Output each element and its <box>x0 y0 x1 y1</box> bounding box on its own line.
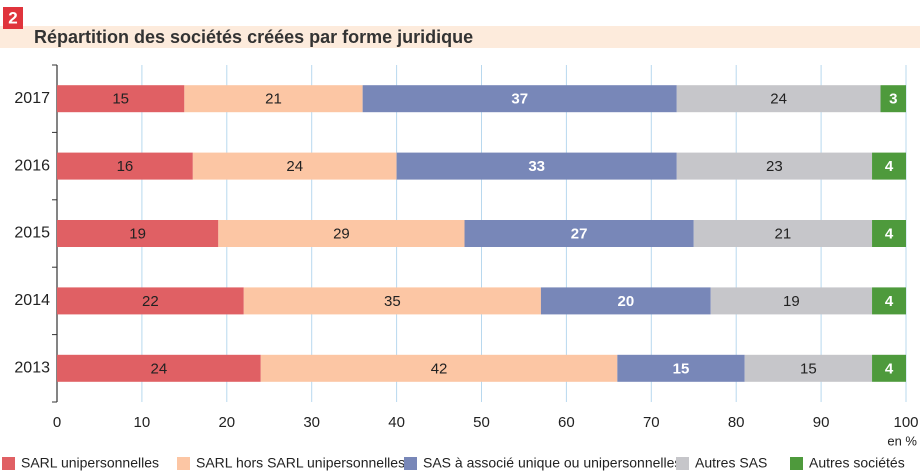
data-label: 42 <box>431 360 448 377</box>
y-tick-label: 2016 <box>14 157 50 174</box>
bar-segment <box>192 152 397 180</box>
data-label: 27 <box>571 225 588 242</box>
x-tick-label: 10 <box>134 414 151 431</box>
data-label: 15 <box>800 360 817 377</box>
bar-segment <box>260 354 618 382</box>
x-tick-label: 60 <box>558 414 575 431</box>
bar-segment <box>872 287 906 315</box>
bar-segment <box>693 220 873 247</box>
data-label: 3 <box>889 91 897 108</box>
legend-label: SARL hors SARL unipersonnelles <box>196 455 405 471</box>
bar-segment <box>396 152 677 180</box>
bar-segment <box>243 287 541 315</box>
bar-segment <box>57 152 193 180</box>
x-tick-label: 0 <box>53 414 61 431</box>
data-label: 29 <box>333 225 350 242</box>
x-tick-label: 80 <box>728 414 745 431</box>
data-label: 4 <box>885 360 894 377</box>
x-tick-label: 70 <box>643 414 660 431</box>
data-label: 35 <box>384 293 401 310</box>
bar-segment <box>617 354 745 382</box>
data-label: 22 <box>142 293 159 310</box>
data-label: 21 <box>775 225 792 242</box>
bar-segment <box>57 220 219 247</box>
legend-label: Autres sociétés <box>809 455 905 471</box>
x-tick-label: 40 <box>388 414 405 431</box>
data-label: 21 <box>265 91 282 108</box>
legend-label: SAS à associé unique ou unipersonnelles <box>423 455 681 471</box>
bar-segment <box>872 152 906 180</box>
legend-swatch <box>404 457 417 470</box>
bar-segment <box>218 220 465 247</box>
bar-segment <box>464 220 694 247</box>
badge-box <box>3 7 23 29</box>
bar-segment <box>880 85 906 113</box>
data-label: 20 <box>617 293 634 310</box>
legend-swatch <box>2 457 15 470</box>
legend-label: SARL unipersonnelles <box>21 455 159 471</box>
data-label: 4 <box>885 293 894 310</box>
x-tick-label: 50 <box>473 414 490 431</box>
bar-segment <box>362 85 677 113</box>
x-tick-label: 30 <box>303 414 320 431</box>
legend-swatch <box>676 457 689 470</box>
x-tick-label: 100 <box>893 414 918 431</box>
data-label: 23 <box>766 158 783 175</box>
bar-segment <box>744 354 873 382</box>
unit-label: en % <box>887 433 917 448</box>
data-label: 4 <box>885 225 894 242</box>
data-label: 19 <box>129 225 146 242</box>
data-label: 15 <box>673 360 690 377</box>
bar-segment <box>57 85 185 113</box>
bar-segment <box>57 287 244 315</box>
title-band <box>0 26 920 48</box>
y-tick-label: 2013 <box>14 360 50 377</box>
bar-segment <box>872 220 906 247</box>
bar-segment <box>872 354 906 382</box>
data-label: 19 <box>783 293 800 310</box>
legend-swatch <box>790 457 803 470</box>
data-label: 37 <box>511 91 528 108</box>
data-label: 4 <box>885 158 894 175</box>
data-label: 24 <box>151 360 168 377</box>
bar-segment <box>184 85 363 113</box>
badge: 2 <box>8 8 17 27</box>
bar-segment <box>710 287 873 315</box>
y-tick-label: 2015 <box>14 225 50 242</box>
x-tick-label: 20 <box>218 414 235 431</box>
data-label: 24 <box>286 158 303 175</box>
bar-segment <box>540 287 711 315</box>
chart-title: Répartition des sociétés créées par form… <box>34 27 473 47</box>
data-label: 16 <box>117 158 134 175</box>
data-label: 33 <box>528 158 545 175</box>
bar-segment <box>676 85 881 113</box>
y-tick-label: 2014 <box>14 292 50 309</box>
y-tick-label: 2017 <box>14 90 50 107</box>
legend-swatch <box>177 457 190 470</box>
bar-segment <box>676 152 873 180</box>
data-label: 24 <box>770 91 787 108</box>
x-tick-label: 90 <box>813 414 830 431</box>
legend-label: Autres SAS <box>695 455 767 471</box>
bar-segment <box>57 354 261 382</box>
data-label: 15 <box>112 91 129 108</box>
